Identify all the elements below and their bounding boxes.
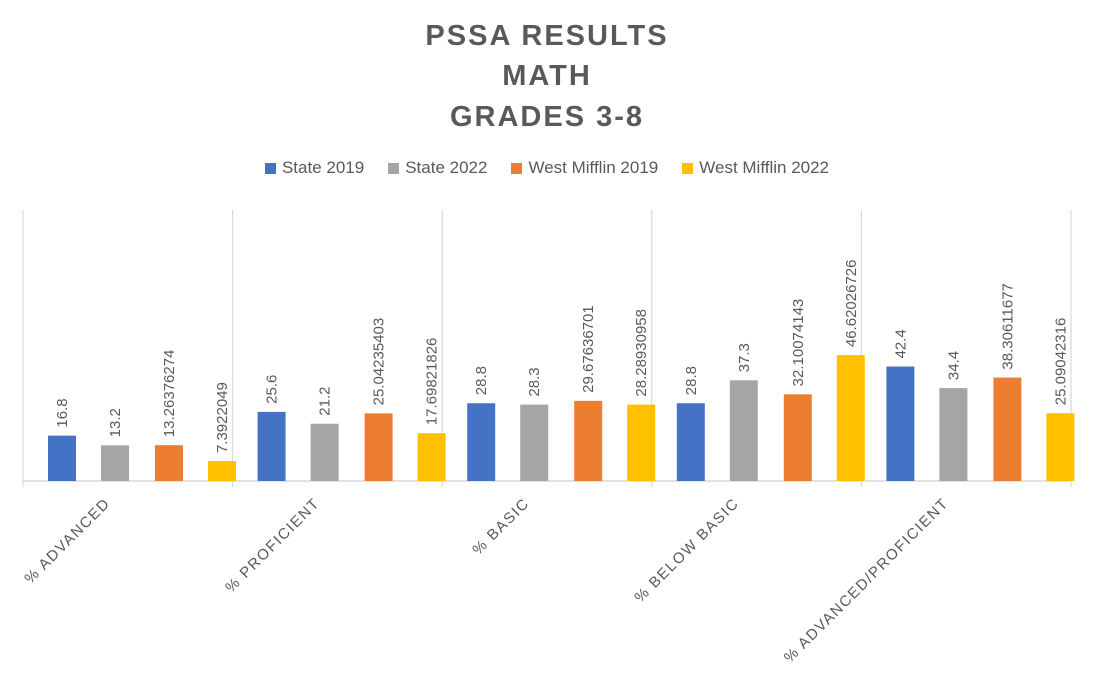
data-label: 37.3 [736, 343, 753, 372]
legend-item-west-mifflin-2019: West Mifflin 2019 [511, 158, 658, 178]
bar [48, 435, 76, 481]
legend-swatch [682, 162, 694, 174]
bar [627, 404, 656, 481]
legend-swatch [511, 162, 523, 174]
bar [886, 366, 915, 481]
category-label: % BELOW BASIC [631, 495, 742, 606]
bar [208, 461, 236, 481]
data-label: 32.10074143 [790, 299, 807, 387]
bar [574, 400, 603, 481]
category-label: % PROFICIENT [222, 495, 323, 596]
legend-swatch [264, 162, 276, 174]
data-label: 29.67636701 [580, 305, 597, 393]
legend-item-state-2022: State 2022 [388, 158, 487, 178]
data-label: 38.30611677 [999, 283, 1016, 369]
data-label: 25.09042316 [1052, 318, 1069, 406]
data-label: 28.28930958 [633, 309, 650, 397]
bar [1046, 413, 1075, 481]
data-label: 42.4 [892, 329, 909, 358]
data-label: 28.8 [683, 366, 700, 395]
bar [467, 403, 496, 481]
legend-label: West Mifflin 2022 [699, 158, 830, 177]
bar [310, 423, 339, 481]
bar [783, 394, 812, 481]
data-label: 46.62026726 [843, 260, 860, 348]
data-label: 13.26376274 [161, 350, 178, 438]
chart-title-line-3: GRADES 3-8 [449, 101, 645, 133]
data-label: 13.2 [107, 408, 124, 437]
legend-label: State 2022 [405, 158, 488, 177]
category-label: % ADVANCED/PROFICIENT [781, 495, 952, 666]
bar [520, 404, 549, 481]
category-label: % ADVANCED [21, 495, 114, 588]
data-label: 34.4 [945, 351, 962, 380]
bar [993, 377, 1022, 481]
data-label: 21.2 [317, 387, 334, 416]
bar [257, 411, 286, 481]
data-label: 17.69821826 [424, 338, 441, 426]
bar [417, 433, 446, 481]
bar [101, 445, 129, 481]
data-label: 25.6 [264, 375, 281, 404]
legend-item-state-2019: State 2019 [264, 158, 365, 178]
legend-label: State 2019 [281, 158, 365, 177]
bar [676, 403, 705, 481]
data-label: 28.3 [526, 367, 543, 396]
chart-title-line-1: PSSA RESULTS [425, 20, 669, 52]
bar [939, 388, 968, 481]
data-label: 25.04235403 [371, 318, 388, 406]
bar [729, 380, 758, 481]
chart-title-line-2: MATH [502, 60, 592, 92]
data-label: 28.8 [473, 366, 490, 395]
bar [155, 445, 183, 481]
chart-legend: State 2019 State 2022 West Mifflin 2019 … [0, 158, 1094, 178]
legend-swatch [388, 162, 400, 174]
data-label: 16.8 [54, 398, 71, 427]
legend-label: West Mifflin 2019 [528, 158, 659, 177]
bar [364, 413, 393, 481]
legend-item-west-mifflin-2022: West Mifflin 2022 [682, 158, 829, 178]
category-label: % BASIC [469, 495, 533, 559]
bar [836, 355, 865, 481]
data-label: 7.3922049 [214, 382, 231, 453]
